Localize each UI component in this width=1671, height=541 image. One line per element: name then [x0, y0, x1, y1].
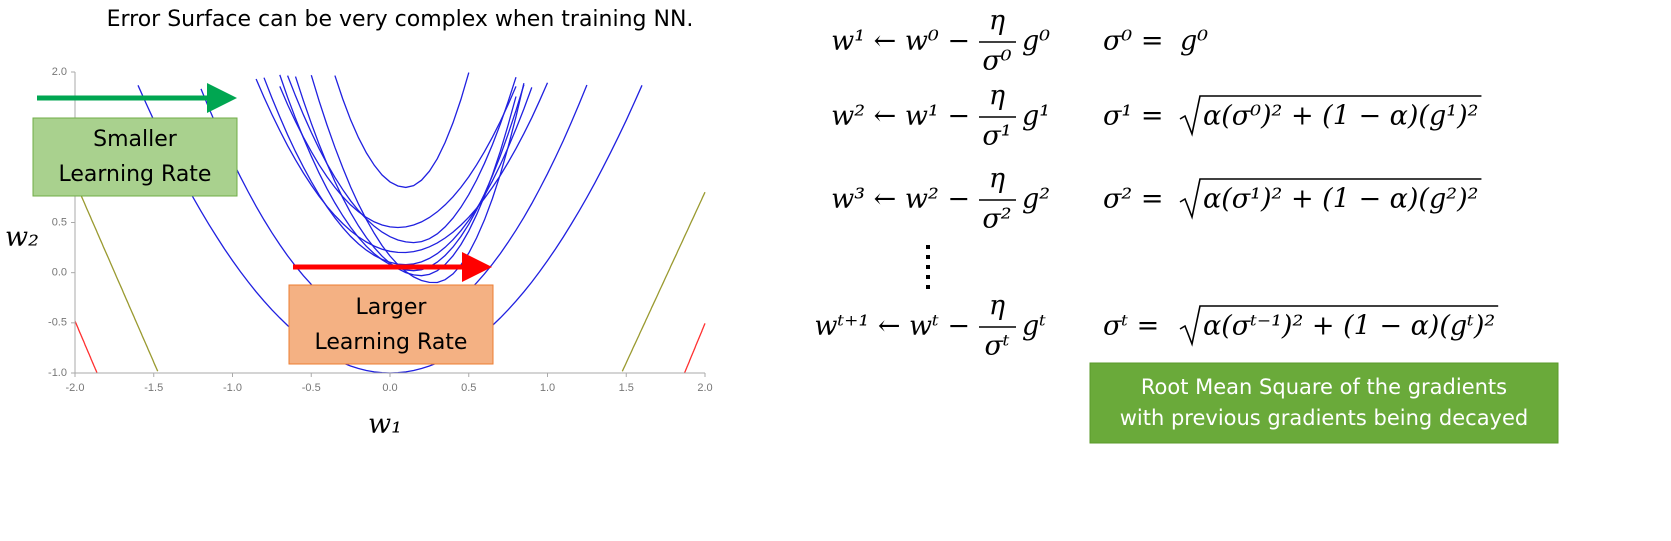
note-text: with previous gradients being decayed [1120, 406, 1529, 430]
equations: w¹ ← w⁰ − η σ⁰ g⁰ σ⁰ = g⁰ w² ← w¹ − η σ¹ g¹ σ¹ = α(… [814, 6, 1499, 362]
eq-after: gᵗ [1022, 311, 1046, 342]
x-tick-label: -2.0 [66, 382, 85, 394]
eq-den: σ⁰ [982, 46, 1011, 77]
eq-den: σ¹ [982, 121, 1011, 152]
contour-line [279, 86, 517, 229]
sigma-right: α(σ⁰)² + (1 − α)(g¹)² [1203, 101, 1478, 132]
eq-left: w³ ← w² − [831, 184, 970, 215]
eq-left: w¹ ← w⁰ − [831, 26, 970, 57]
smaller-box [32, 117, 238, 197]
x-tick-label: -1.0 [223, 382, 242, 394]
vdots [926, 245, 930, 289]
x-tick-label: 0.5 [461, 382, 476, 394]
eq-num: η [989, 291, 1005, 322]
radical [1179, 178, 1482, 220]
x-tick-label: 2.0 [697, 382, 712, 394]
larger-label: Learning Rate [315, 330, 468, 355]
contour-line [683, 323, 706, 374]
y-tick-label: 0.5 [52, 216, 67, 228]
contour-line [263, 77, 533, 266]
contour-line [621, 191, 706, 372]
eq-left: w² ← w¹ − [831, 101, 970, 132]
contour-line [334, 72, 470, 189]
sigma-left: σᵗ = [1103, 311, 1159, 342]
smaller-label: Learning Rate [59, 162, 212, 187]
x-tick-label: -0.5 [302, 382, 321, 394]
radical [1179, 95, 1482, 137]
larger-label: Larger [356, 295, 428, 320]
sigma-left: σ² = [1103, 184, 1163, 215]
x-tick-label: 1.5 [619, 382, 634, 394]
x-tick-label: 0.0 [382, 382, 397, 394]
contour-line [294, 76, 517, 277]
x-tick-label: 1.0 [540, 382, 555, 394]
sigma-left: σ⁰ = [1103, 26, 1163, 57]
sigma-right: α(σ¹)² + (1 − α)(g²)² [1203, 184, 1478, 215]
sigma-right: g⁰ [1180, 26, 1208, 57]
eq-after: g² [1022, 184, 1050, 215]
y-tick-label: -1.0 [48, 367, 67, 379]
larger-box [288, 284, 494, 365]
eq-num: η [989, 6, 1005, 37]
eq-den: σ² [982, 204, 1011, 235]
sigma-right: α(σᵗ⁻¹)² + (1 − α)(gᵗ)² [1203, 311, 1495, 342]
eq-num: η [989, 81, 1005, 112]
x-axis-label: w₁ [368, 409, 402, 440]
eq-after: g⁰ [1022, 26, 1050, 57]
contour-line [74, 181, 159, 372]
slide-title: Error Surface can be very complex when t… [107, 7, 694, 32]
note-box [1089, 362, 1559, 444]
contour-line [74, 320, 98, 374]
eq-after: g¹ [1022, 101, 1050, 132]
y-tick-label: -0.5 [48, 317, 67, 329]
eq-den: σᵗ [984, 331, 1009, 362]
contour-line [286, 75, 517, 244]
eq-num: η [989, 164, 1005, 195]
y-tick-label: 2.0 [52, 66, 67, 78]
note-text: Root Mean Square of the gradients [1141, 375, 1507, 399]
smaller-label: Smaller [93, 127, 178, 152]
y-axis-label: w₂ [5, 222, 39, 253]
eq-left: wᵗ⁺¹ ← wᵗ − [814, 311, 970, 342]
radical [1179, 305, 1499, 347]
contour-line [310, 75, 525, 284]
sigma-left: σ¹ = [1103, 101, 1163, 132]
y-tick-label: 0.0 [52, 267, 67, 279]
x-tick-label: -1.5 [144, 382, 163, 394]
